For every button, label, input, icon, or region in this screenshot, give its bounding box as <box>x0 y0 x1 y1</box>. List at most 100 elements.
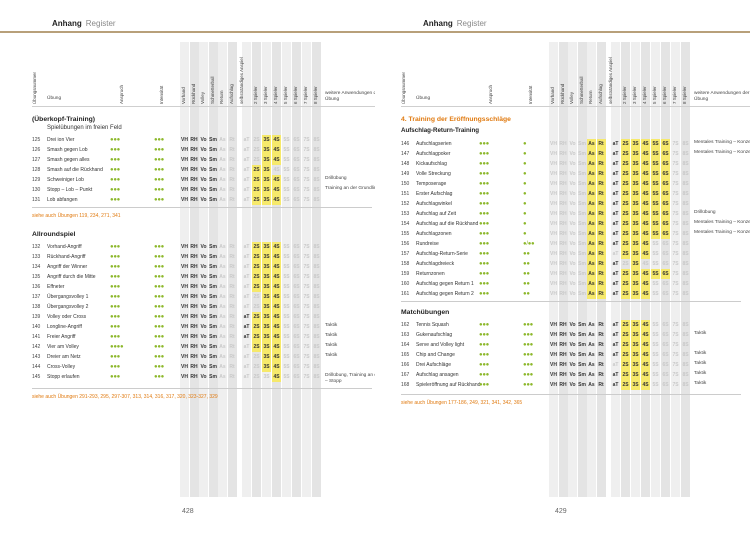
stroke-tag: Rt <box>598 342 604 348</box>
player-count: 5S <box>283 137 290 143</box>
stroke-tag: Sm <box>209 364 217 370</box>
player-highlight <box>631 199 640 209</box>
player-count: 2S <box>253 324 260 330</box>
stroke-tag: As <box>219 354 226 360</box>
player-count: 6S <box>662 382 669 388</box>
player-count: 2S <box>253 157 260 163</box>
stroke-tag: Rt <box>229 274 235 280</box>
stroke-tag: VH <box>181 264 188 270</box>
player-count: 2S <box>253 304 260 310</box>
player-count: 7S <box>303 177 310 183</box>
application-note: Mentales Training – Konzentration <box>694 150 750 155</box>
stroke-tag: Sm <box>209 334 217 340</box>
application-note: Taktik <box>325 333 338 338</box>
difficulty-rating: ●●● <box>479 181 489 187</box>
player-highlight <box>252 322 261 332</box>
player-count: 8S <box>313 147 320 153</box>
stroke-tag: Sm <box>578 211 586 217</box>
player-count: aT <box>243 244 250 250</box>
player-count: 6S <box>293 187 300 193</box>
stroke-tag: RH <box>190 244 198 250</box>
stroke-tag: Vo <box>569 291 576 297</box>
stroke-tag: As <box>587 159 596 169</box>
stroke-tag: Sm <box>578 281 586 287</box>
column-header: Rückhand <box>559 83 565 104</box>
player-highlight <box>631 169 640 179</box>
difficulty-rating: ●●● <box>110 197 120 203</box>
stroke-tag: Vo <box>200 354 207 360</box>
player-count: 2S <box>253 274 260 280</box>
difficulty-rating: ●●● <box>479 221 489 227</box>
stroke-tag: VH <box>550 201 557 207</box>
intensity-rating: ●/●● <box>523 241 535 247</box>
stroke-tag: VH <box>181 274 188 280</box>
stroke-tag: Sm <box>209 274 217 280</box>
stroke-tag: VH <box>550 372 557 378</box>
stroke-tag: Rt <box>229 334 235 340</box>
table-row: 162 Tennis Squash ●●● ●●● VH RH Vo Sm As Rt aT 2S 3S… <box>401 320 750 330</box>
player-count: 4S <box>642 201 649 207</box>
player-count: 7S <box>672 342 679 348</box>
exercise-name: Aufschlagserien <box>416 141 452 147</box>
stroke-tag: Sm <box>578 241 586 247</box>
difficulty-rating: ●●●● <box>110 344 124 350</box>
player-count: 5S <box>283 274 290 280</box>
stroke-tag: Rt <box>229 167 235 173</box>
exercise-number: 161 <box>401 291 410 297</box>
stroke-tag: As <box>219 157 226 163</box>
player-count: 8S <box>682 332 689 338</box>
player-count: aT <box>243 264 250 270</box>
player-count: 7S <box>303 324 310 330</box>
exercise-number: 136 <box>32 284 41 290</box>
player-count: aT <box>243 274 250 280</box>
player-count: 2S <box>253 187 260 193</box>
player-count: 7S <box>672 141 679 147</box>
player-count: 2S <box>622 161 629 167</box>
difficulty-rating: ●●● <box>479 352 489 358</box>
stroke-tag: RH <box>559 181 567 187</box>
player-count: 8S <box>682 191 689 197</box>
player-count: 5S <box>652 241 659 247</box>
exercise-number: 144 <box>32 364 41 370</box>
exercise-name: Angriff durch die Mitte <box>47 274 96 280</box>
player-count: 8S <box>313 167 320 173</box>
player-count: 6S <box>293 264 300 270</box>
player-count: 3S <box>632 171 639 177</box>
column-header: 4 Spieler <box>642 86 647 104</box>
table-row: 151 Erster Aufschlag ●●● ● VH RH Vo Sm As Rt aT 2S 3… <box>401 189 750 199</box>
application-note: Mentales Training – Konzentration <box>694 220 750 225</box>
player-count: 5S <box>652 352 659 358</box>
stroke-tag: Rt <box>229 187 235 193</box>
intensity-rating: ● <box>523 141 527 147</box>
player-count: aT <box>612 191 619 197</box>
player-count: 4S <box>642 171 649 177</box>
player-highlight <box>661 139 670 149</box>
player-count: aT <box>243 354 250 360</box>
player-highlight <box>262 352 271 362</box>
player-count: aT <box>243 314 250 320</box>
difficulty-rating: ●●● <box>479 201 489 207</box>
player-count: 6S <box>293 254 300 260</box>
stroke-tag: VH <box>550 221 557 227</box>
stroke-tag: Rt <box>598 322 604 328</box>
intensity-rating: ●●● <box>154 167 164 173</box>
page-header: Anhang Register <box>52 19 116 28</box>
player-count: 4S <box>273 274 280 280</box>
player-highlight <box>651 159 660 169</box>
player-highlight <box>641 370 650 380</box>
player-highlight <box>272 252 281 262</box>
stroke-tag: VH <box>181 324 188 330</box>
player-count: 6S <box>662 251 669 257</box>
player-count: 3S <box>263 147 270 153</box>
page-number: 428 <box>182 508 194 515</box>
stroke-tag: Rt <box>229 374 235 380</box>
stroke-tag: Vo <box>569 332 576 338</box>
player-count: 4S <box>642 382 649 388</box>
player-count: aT <box>243 147 250 153</box>
difficulty-rating: ●●● <box>479 241 489 247</box>
column-header: Übung <box>47 96 62 101</box>
exercise-number: 132 <box>32 244 41 250</box>
stroke-tag: Sm <box>578 372 586 378</box>
intensity-rating: ●● <box>523 271 530 277</box>
player-count: 7S <box>303 147 310 153</box>
